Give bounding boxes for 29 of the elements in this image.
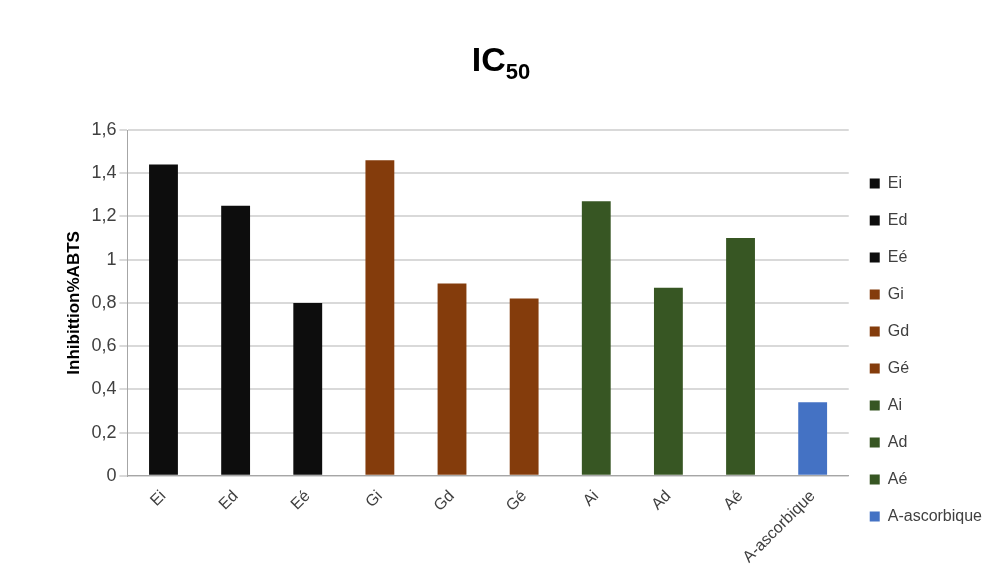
legend-label: Eé (887, 247, 908, 265)
x-tick-label: Aé (719, 486, 746, 513)
y-tick-label: 1,6 (91, 118, 117, 139)
y-tick-label: 1 (106, 248, 117, 269)
y-tick-label: 1,2 (91, 205, 117, 226)
legend-label: Ad (887, 432, 908, 450)
legend-label: Gd (887, 321, 910, 339)
x-tick-label: Ei (146, 486, 169, 509)
x-tick-label: Eé (287, 486, 314, 513)
y-tick-label: 0,4 (91, 378, 117, 399)
x-tick-label: Ad (647, 486, 674, 513)
x-tick-label: Ai (579, 486, 602, 509)
y-tick-label: 0,6 (91, 335, 117, 356)
legend-label: Ei (887, 173, 902, 191)
y-tick-label: 0 (106, 464, 117, 485)
y-tick-label: 1,4 (91, 162, 117, 183)
legend-label: Gi (887, 284, 904, 302)
chart-title: IC$_{50}$ (470, 40, 532, 85)
legend-label: Gé (887, 358, 910, 376)
y-tick-label: 0,8 (91, 291, 117, 312)
y-axis-title: Inhibittion%ABTS (63, 231, 83, 375)
x-tick-label: Ed (214, 486, 241, 513)
legend-label: Ai (887, 395, 902, 413)
y-tick-label: 0,2 (91, 421, 117, 442)
legend-label: Aé (887, 469, 908, 487)
x-tick-label: Gi (361, 486, 386, 511)
x-tick-label: Gé (502, 486, 530, 514)
legend-label: Ed (887, 210, 908, 228)
x-tick-label: Gd (430, 486, 458, 514)
